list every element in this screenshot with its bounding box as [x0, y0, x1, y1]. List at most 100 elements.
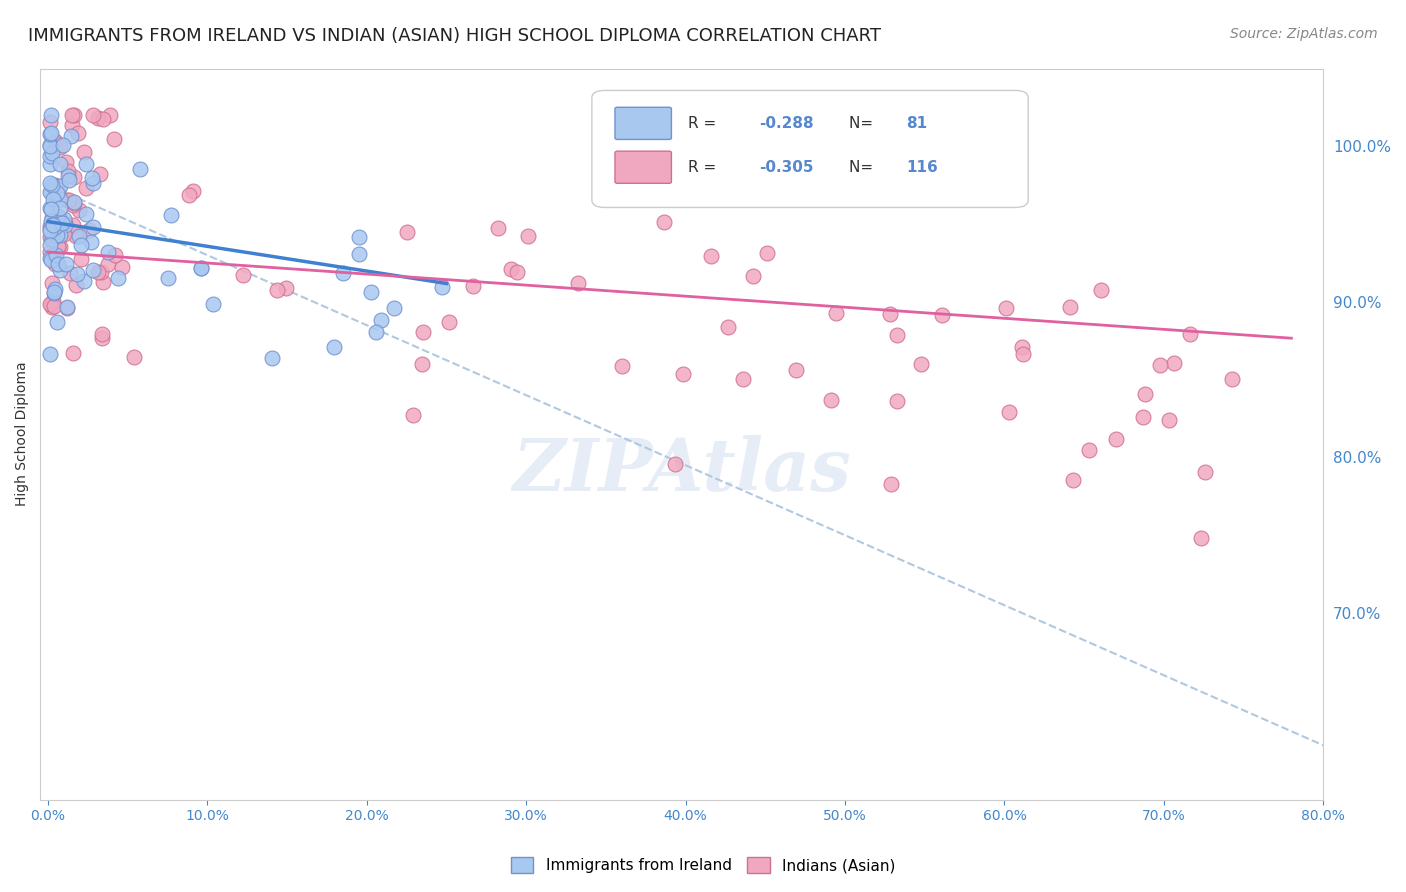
Point — [41, 146, 63, 161]
Point — [82, 108, 104, 122]
Text: 81: 81 — [907, 116, 928, 131]
Point — [1104, 432, 1126, 446]
Point — [38, 176, 60, 190]
Point — [97, 256, 120, 270]
Text: R =: R = — [688, 116, 721, 131]
Point — [90, 265, 112, 279]
Point — [190, 260, 212, 275]
Point — [44, 134, 66, 148]
Point — [156, 271, 179, 285]
Point — [111, 260, 134, 274]
Point — [38, 128, 60, 142]
Point — [820, 393, 842, 408]
Point — [517, 229, 540, 244]
Point — [87, 265, 110, 279]
Point — [46, 228, 69, 243]
Point — [260, 351, 283, 366]
Point — [45, 247, 67, 261]
Point — [62, 196, 84, 211]
Point — [39, 184, 62, 198]
Point — [42, 285, 65, 300]
Point — [62, 198, 84, 212]
Point — [89, 168, 111, 182]
Point — [39, 232, 62, 246]
Point — [38, 297, 60, 311]
Point — [91, 326, 114, 341]
Point — [62, 345, 84, 359]
Point — [104, 248, 127, 262]
Point — [266, 283, 288, 297]
Point — [1189, 531, 1212, 545]
Point — [53, 218, 76, 232]
Point — [395, 225, 418, 239]
Point — [103, 131, 125, 145]
Point — [382, 301, 405, 316]
Point — [82, 171, 104, 186]
Point — [38, 157, 60, 171]
Point — [274, 281, 297, 295]
Point — [98, 108, 121, 122]
Point — [44, 136, 66, 150]
Point — [91, 330, 114, 344]
Point — [58, 173, 80, 187]
Point — [39, 126, 62, 140]
Point — [332, 266, 354, 280]
Point — [38, 222, 60, 236]
Point — [87, 112, 110, 126]
Point — [652, 215, 675, 229]
Point — [370, 313, 392, 327]
Point — [49, 192, 72, 206]
Point — [48, 238, 70, 252]
Point — [46, 209, 69, 223]
Point — [58, 194, 80, 208]
Point — [55, 155, 77, 169]
Point — [41, 178, 63, 193]
FancyBboxPatch shape — [614, 151, 672, 184]
Point — [1059, 300, 1081, 314]
Point — [91, 112, 114, 126]
Point — [1178, 327, 1201, 342]
FancyBboxPatch shape — [592, 90, 1028, 208]
Point — [39, 114, 62, 128]
Point — [63, 108, 86, 122]
Point — [886, 394, 908, 409]
Point — [880, 476, 903, 491]
Point — [41, 232, 63, 246]
Point — [39, 245, 62, 260]
Point — [70, 252, 93, 266]
Point — [46, 257, 69, 271]
Point — [44, 211, 66, 225]
Point — [46, 227, 69, 241]
Point — [48, 228, 70, 243]
Point — [1011, 340, 1033, 354]
Point — [412, 325, 434, 339]
Point — [610, 359, 633, 374]
Point — [39, 202, 62, 217]
Point — [41, 210, 63, 224]
Point — [42, 192, 65, 206]
Point — [41, 276, 63, 290]
Text: IMMIGRANTS FROM IRELAND VS INDIAN (ASIAN) HIGH SCHOOL DIPLOMA CORRELATION CHART: IMMIGRANTS FROM IRELAND VS INDIAN (ASIAN… — [28, 27, 882, 45]
Point — [567, 276, 589, 290]
Point — [48, 201, 70, 215]
Point — [201, 297, 224, 311]
Point — [59, 128, 82, 143]
Point — [1159, 413, 1181, 427]
FancyBboxPatch shape — [614, 107, 672, 139]
Point — [52, 211, 75, 226]
Point — [46, 240, 69, 254]
Text: Source: ZipAtlas.com: Source: ZipAtlas.com — [1230, 27, 1378, 41]
Point — [486, 221, 509, 235]
Point — [124, 351, 146, 365]
Point — [430, 280, 453, 294]
Point — [60, 108, 83, 122]
Point — [56, 301, 79, 315]
Point — [44, 220, 66, 235]
Point — [39, 186, 62, 200]
Point — [700, 249, 723, 263]
Point — [39, 252, 62, 267]
Point — [931, 308, 953, 322]
Point — [664, 458, 686, 472]
Point — [1077, 443, 1099, 458]
Point — [506, 265, 529, 279]
